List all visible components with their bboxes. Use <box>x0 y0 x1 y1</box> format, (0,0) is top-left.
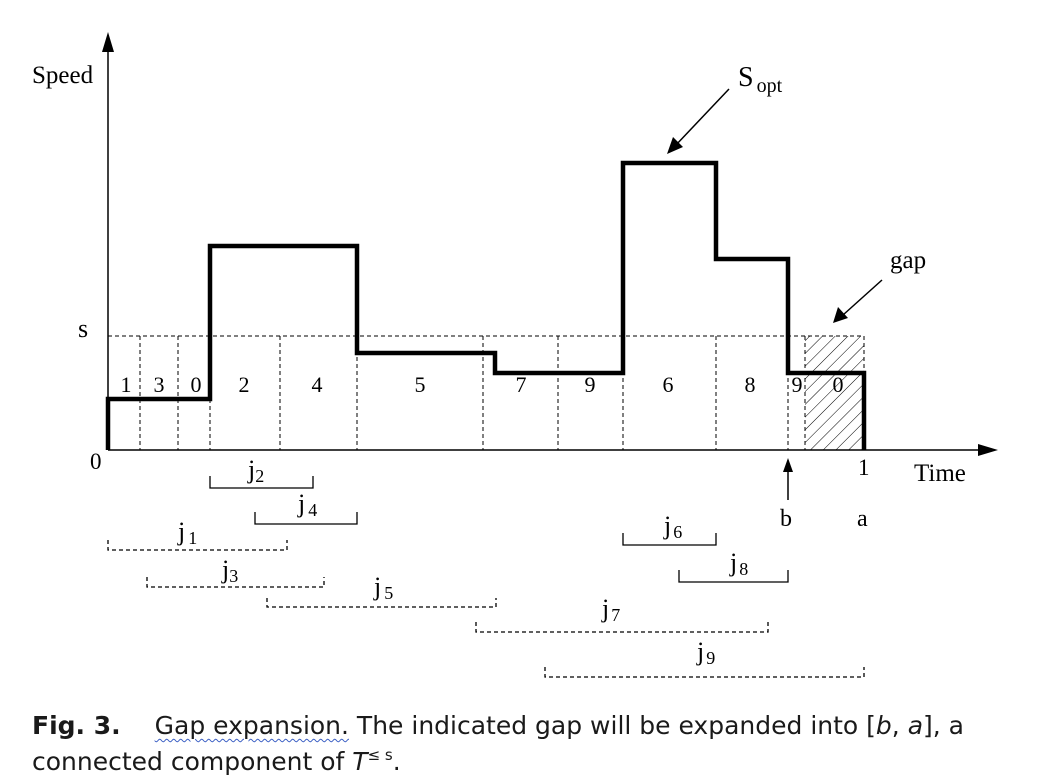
sopt-arrowhead-icon <box>667 137 683 154</box>
caption-var-b: b <box>875 711 892 740</box>
segment-label: 9 <box>792 372 803 397</box>
x-axis-label: Time <box>914 460 966 487</box>
figure-caption: Fig. 3. Gap expansion. The indicated gap … <box>32 708 1022 780</box>
segment-label: 2 <box>239 372 250 397</box>
a-label: a <box>857 506 868 532</box>
sopt-main: S <box>738 62 754 93</box>
job-bracket-j4 <box>254 512 358 525</box>
axis-labels: Speed s 0 1 Time <box>32 62 966 487</box>
s-level-label: s <box>78 314 88 343</box>
b-arrowhead-icon <box>783 458 793 472</box>
segment-label: 0 <box>833 372 844 397</box>
origin-label: 0 <box>90 449 102 474</box>
job-bracket-j9 <box>544 667 865 678</box>
segment-label: 7 <box>516 372 527 397</box>
job-bracket-j2 <box>209 476 314 489</box>
caption-var-a: a <box>907 711 924 740</box>
caption-text-2: ], a connected component of <box>32 711 964 776</box>
caption-underlined-title: Gap expansion. <box>154 711 349 740</box>
job-bracket-j7 <box>475 622 769 633</box>
caption-text: The indicated gap will be expanded into … <box>348 711 876 740</box>
b-label: b <box>780 506 792 532</box>
segment-label: 3 <box>154 372 165 397</box>
job-bracket-j6 <box>622 533 717 546</box>
caption-comma: , <box>891 711 908 740</box>
gap-arrowhead-icon <box>833 307 848 323</box>
one-label: 1 <box>858 455 870 480</box>
x-axis-arrow-icon <box>978 444 998 456</box>
caption-end: . <box>392 747 401 776</box>
gap-arrow <box>842 279 883 316</box>
y-axis-arrow-icon <box>102 32 114 52</box>
segment-label: 6 <box>663 372 674 397</box>
caption-var-T: T <box>352 747 368 776</box>
job-label-j2: j2 <box>247 455 264 486</box>
sopt-subscript: opt <box>757 75 783 97</box>
segment-labels: 1 3 0 2 4 5 7 9 6 8 9 0 <box>121 372 844 397</box>
segment-label: 0 <box>191 372 202 397</box>
job-label-j3: j3 <box>221 555 238 586</box>
job-bracket-j1 <box>107 540 288 551</box>
speed-profile <box>105 160 867 450</box>
gap-label: gap <box>890 247 926 274</box>
segment-label: 4 <box>312 372 323 397</box>
figure-number: Fig. 3. <box>32 711 121 740</box>
job-intervals <box>107 476 865 678</box>
caption-superscript: ≤ s <box>367 746 393 764</box>
segment-label: 9 <box>585 372 596 397</box>
segment-label: 8 <box>745 372 756 397</box>
segment-label: 1 <box>121 372 132 397</box>
job-bracket-j8 <box>678 570 789 583</box>
gap-hatched-region <box>805 336 864 450</box>
gap-expansion-diagram: 1 3 0 2 4 5 7 9 6 8 9 0 Speed s 0 1 Time… <box>32 32 998 678</box>
job-bracket-j5 <box>266 598 497 608</box>
sopt-arrow <box>674 88 730 147</box>
job-bracket-j3 <box>146 577 325 588</box>
y-axis-label: Speed <box>32 62 94 89</box>
segment-label: 5 <box>415 372 426 397</box>
